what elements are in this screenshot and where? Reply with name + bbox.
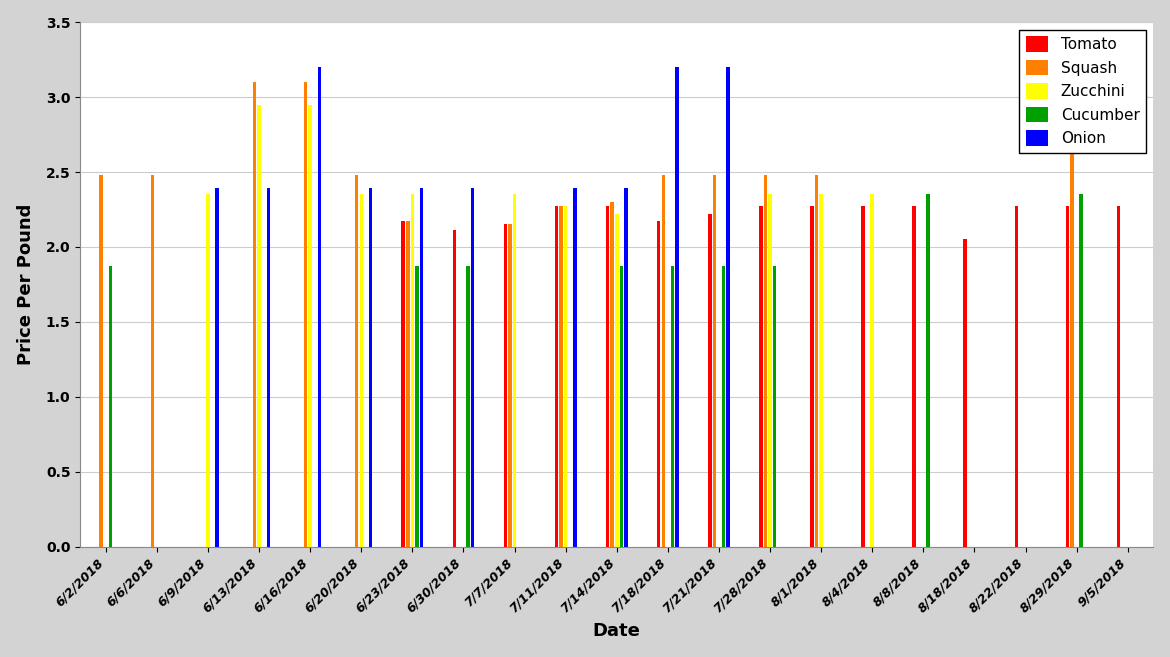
Bar — [508, 225, 511, 547]
Bar — [814, 175, 818, 547]
Bar — [559, 206, 563, 547]
Bar — [861, 206, 865, 547]
Bar — [309, 104, 312, 547]
Bar — [870, 194, 874, 547]
Bar — [503, 225, 507, 547]
Bar — [359, 194, 363, 547]
Bar — [406, 221, 409, 547]
Bar — [964, 239, 968, 547]
Bar — [913, 206, 916, 547]
Bar — [317, 67, 322, 547]
Bar — [927, 194, 930, 547]
Bar — [1071, 82, 1074, 547]
Bar — [656, 221, 661, 547]
Bar — [415, 267, 419, 547]
Bar — [769, 194, 772, 547]
Bar — [810, 206, 814, 547]
Bar — [215, 189, 219, 547]
X-axis label: Date: Date — [593, 622, 641, 641]
Bar — [555, 206, 558, 547]
Bar — [99, 175, 103, 547]
Bar — [564, 206, 567, 547]
Bar — [512, 194, 516, 547]
Bar — [470, 189, 475, 547]
Bar — [670, 267, 674, 547]
Bar — [151, 175, 154, 547]
Bar — [1066, 206, 1069, 547]
Bar — [1117, 206, 1121, 547]
Bar — [759, 206, 763, 547]
Bar — [257, 104, 261, 547]
Bar — [819, 194, 823, 547]
Bar — [355, 175, 358, 547]
Legend: Tomato, Squash, Zucchini, Cucumber, Onion: Tomato, Squash, Zucchini, Cucumber, Onio… — [1019, 30, 1145, 152]
Bar — [675, 67, 679, 547]
Bar — [401, 221, 405, 547]
Bar — [708, 214, 711, 547]
Bar — [1014, 206, 1018, 547]
Bar — [727, 67, 730, 547]
Bar — [661, 175, 665, 547]
Bar — [467, 267, 470, 547]
Bar — [722, 267, 725, 547]
Bar — [253, 82, 256, 547]
Bar — [611, 202, 614, 547]
Bar — [625, 189, 628, 547]
Bar — [453, 231, 456, 547]
Bar — [411, 194, 414, 547]
Bar — [573, 189, 577, 547]
Bar — [615, 214, 619, 547]
Bar — [764, 175, 768, 547]
Bar — [369, 189, 372, 547]
Bar — [713, 175, 716, 547]
Bar — [304, 82, 308, 547]
Bar — [606, 206, 610, 547]
Bar — [620, 267, 624, 547]
Bar — [420, 189, 424, 547]
Bar — [773, 267, 777, 547]
Y-axis label: Price Per Pound: Price Per Pound — [16, 204, 35, 365]
Bar — [109, 267, 112, 547]
Bar — [206, 194, 209, 547]
Bar — [267, 189, 270, 547]
Bar — [1080, 194, 1083, 547]
